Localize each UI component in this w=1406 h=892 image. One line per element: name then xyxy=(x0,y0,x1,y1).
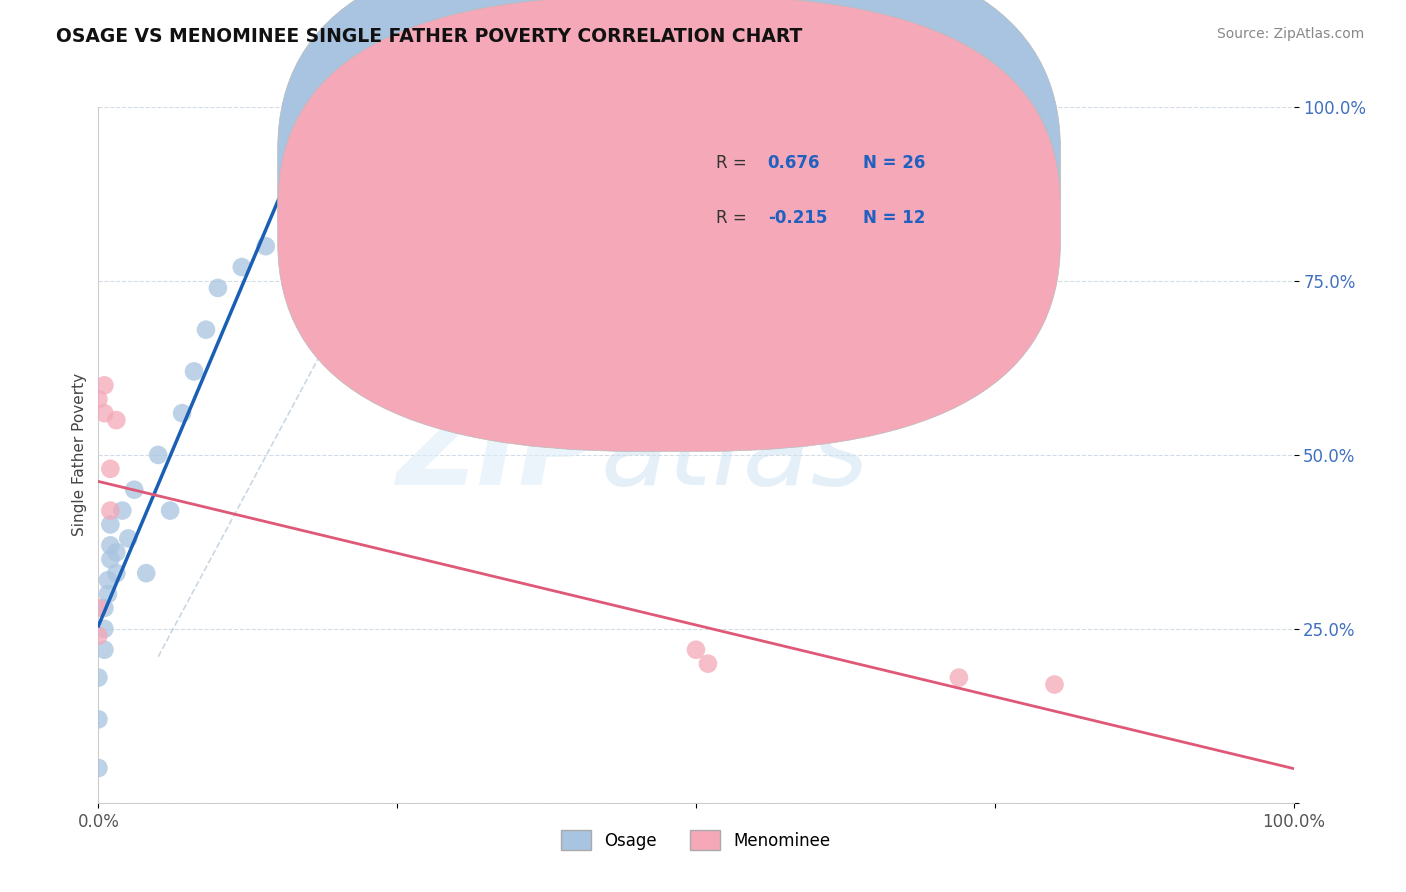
Point xyxy=(105,413,128,427)
Point xyxy=(93,601,115,615)
Point xyxy=(87,629,110,643)
Point xyxy=(1043,677,1066,691)
Point xyxy=(87,392,110,407)
Point xyxy=(195,323,218,337)
Point xyxy=(697,657,720,671)
Point xyxy=(231,260,253,274)
Point xyxy=(93,378,115,392)
Point xyxy=(117,532,139,546)
Point xyxy=(97,587,120,601)
Text: N = 26: N = 26 xyxy=(863,153,925,171)
Text: R =: R = xyxy=(716,153,752,171)
Point xyxy=(124,483,146,497)
Point xyxy=(93,622,115,636)
Point xyxy=(87,761,110,775)
Point xyxy=(183,364,205,378)
Point xyxy=(159,503,181,517)
Point xyxy=(98,503,122,517)
Point xyxy=(98,552,122,566)
Point xyxy=(87,712,110,726)
FancyBboxPatch shape xyxy=(606,121,1036,260)
Text: Source: ZipAtlas.com: Source: ZipAtlas.com xyxy=(1216,27,1364,41)
Point xyxy=(111,503,134,517)
Point xyxy=(93,406,115,420)
Point xyxy=(948,671,970,685)
Point xyxy=(98,462,122,476)
Point xyxy=(98,517,122,532)
Text: ZIP: ZIP xyxy=(396,401,600,508)
FancyBboxPatch shape xyxy=(278,0,1060,451)
Text: N = 12: N = 12 xyxy=(863,210,925,227)
Text: atlas: atlas xyxy=(600,401,869,508)
Text: -0.215: -0.215 xyxy=(768,210,827,227)
Point xyxy=(105,566,128,581)
Legend: Osage, Menominee: Osage, Menominee xyxy=(554,823,838,857)
Point xyxy=(685,642,707,657)
Point xyxy=(172,406,194,420)
Point xyxy=(148,448,170,462)
Point xyxy=(135,566,157,581)
Point xyxy=(105,545,128,559)
Point xyxy=(291,219,314,233)
Point xyxy=(97,573,120,587)
Text: OSAGE VS MENOMINEE SINGLE FATHER POVERTY CORRELATION CHART: OSAGE VS MENOMINEE SINGLE FATHER POVERTY… xyxy=(56,27,803,45)
Point xyxy=(207,281,229,295)
FancyBboxPatch shape xyxy=(278,0,1060,396)
Point xyxy=(254,239,277,253)
Point xyxy=(87,671,110,685)
Point xyxy=(98,538,122,552)
Point xyxy=(87,601,110,615)
Y-axis label: Single Father Poverty: Single Father Poverty xyxy=(72,374,87,536)
Point xyxy=(93,642,115,657)
Text: R =: R = xyxy=(716,210,752,227)
Text: 0.676: 0.676 xyxy=(768,153,820,171)
